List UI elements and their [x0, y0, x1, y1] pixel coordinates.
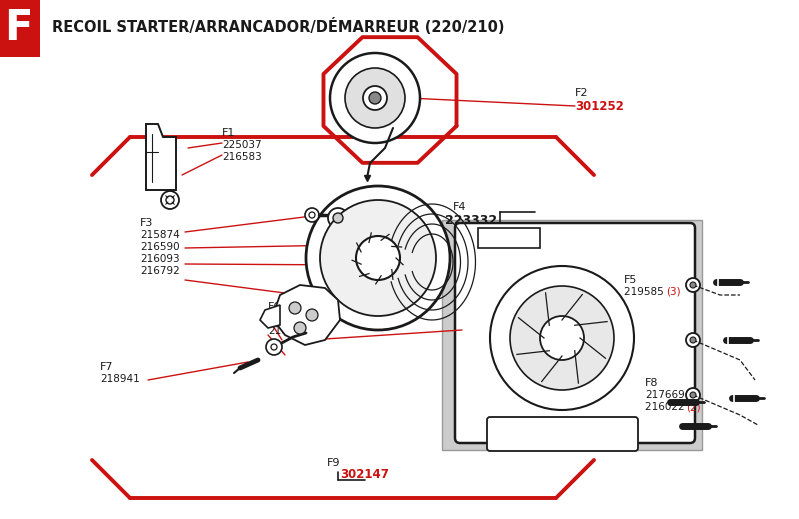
FancyBboxPatch shape	[442, 220, 702, 450]
Polygon shape	[272, 285, 340, 345]
Text: 218932: 218932	[268, 326, 308, 336]
Text: F5: F5	[624, 275, 638, 285]
Circle shape	[333, 213, 343, 223]
Text: 218941: 218941	[100, 374, 140, 384]
Text: F: F	[4, 7, 32, 49]
Circle shape	[330, 53, 420, 143]
Text: F1: F1	[222, 128, 236, 138]
Text: 215874: 215874	[140, 230, 180, 240]
Circle shape	[294, 322, 306, 334]
Text: F6: F6	[268, 302, 281, 312]
Text: 302147: 302147	[340, 468, 389, 481]
Text: RECOIL STARTER/ARRANCADOR/DÉMARREUR (220/210): RECOIL STARTER/ARRANCADOR/DÉMARREUR (220…	[52, 18, 504, 35]
Circle shape	[271, 344, 277, 350]
Circle shape	[690, 282, 696, 288]
Circle shape	[686, 278, 700, 292]
Text: 216093: 216093	[140, 254, 180, 264]
Circle shape	[540, 316, 584, 360]
FancyBboxPatch shape	[487, 417, 638, 451]
Circle shape	[686, 388, 700, 402]
Text: 216792: 216792	[140, 266, 180, 276]
Circle shape	[690, 337, 696, 343]
Text: 216583: 216583	[222, 152, 262, 162]
Text: F8: F8	[645, 378, 658, 388]
Circle shape	[289, 302, 301, 314]
Polygon shape	[146, 124, 176, 190]
Circle shape	[356, 236, 400, 280]
Text: 217669: 217669	[645, 390, 685, 400]
Text: (3): (3)	[666, 287, 681, 297]
Text: F4: F4	[453, 202, 467, 212]
Circle shape	[363, 86, 387, 110]
Circle shape	[490, 266, 634, 410]
Circle shape	[320, 200, 436, 316]
Text: (2): (2)	[686, 402, 701, 412]
Text: 216590: 216590	[140, 242, 180, 252]
Circle shape	[369, 92, 381, 104]
Text: F9: F9	[327, 458, 340, 468]
Circle shape	[266, 339, 282, 355]
Text: F3: F3	[140, 218, 153, 228]
Text: 216022: 216022	[645, 402, 688, 412]
Circle shape	[309, 212, 315, 218]
Polygon shape	[260, 305, 280, 328]
Circle shape	[328, 208, 348, 228]
Circle shape	[306, 186, 450, 330]
Polygon shape	[478, 228, 540, 248]
FancyBboxPatch shape	[455, 223, 695, 443]
Circle shape	[166, 196, 174, 204]
Text: F7: F7	[100, 362, 113, 372]
Circle shape	[161, 191, 179, 209]
Circle shape	[686, 333, 700, 347]
Circle shape	[510, 286, 614, 390]
Circle shape	[345, 68, 405, 128]
Text: 301252: 301252	[575, 100, 624, 113]
Circle shape	[305, 208, 319, 222]
Text: 223332: 223332	[445, 214, 497, 227]
Circle shape	[690, 392, 696, 398]
Text: F2: F2	[575, 88, 589, 98]
Circle shape	[306, 309, 318, 321]
Text: 219585: 219585	[624, 287, 667, 297]
Text: 300474: 300474	[268, 314, 308, 324]
Text: 225037: 225037	[222, 140, 261, 150]
